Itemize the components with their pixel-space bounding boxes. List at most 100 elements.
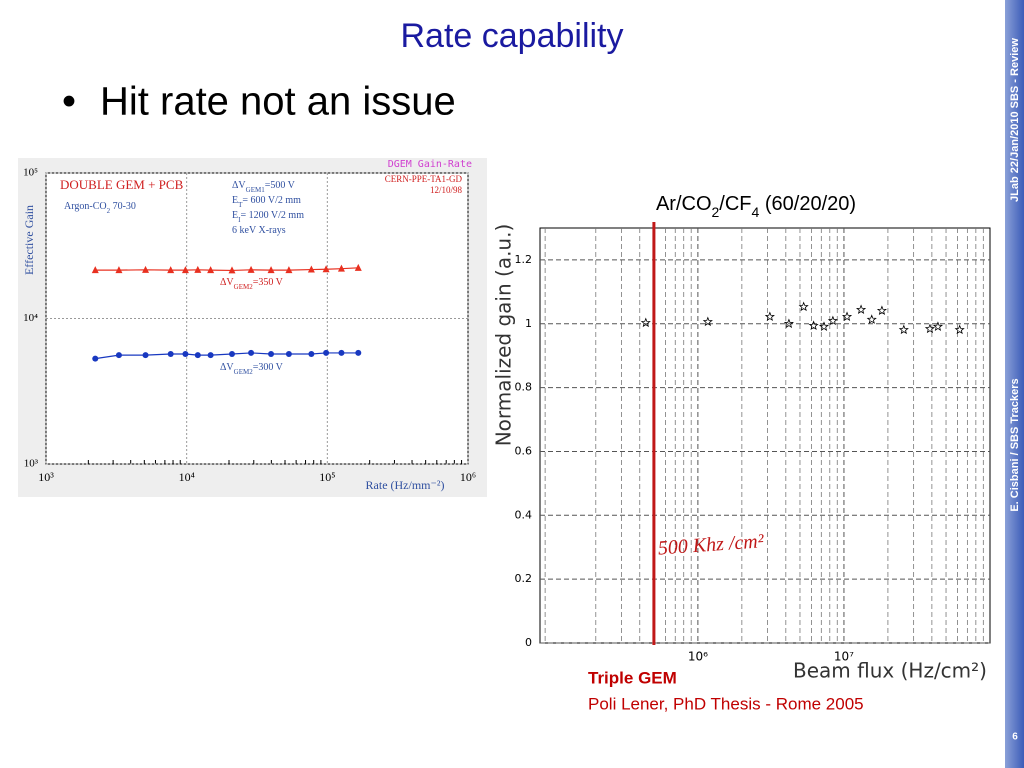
point <box>248 349 255 356</box>
point <box>876 305 887 315</box>
point <box>308 351 315 358</box>
text-part: ΔV <box>220 277 234 288</box>
annotation: Argon-CO2 70-30 <box>64 201 136 214</box>
page-number: 6 <box>1012 732 1018 743</box>
point <box>228 351 235 358</box>
point <box>268 351 275 358</box>
text-part: 4 <box>752 204 760 220</box>
point <box>355 349 362 356</box>
point <box>841 311 853 322</box>
point <box>827 315 838 326</box>
source-title: Triple GEM <box>588 668 677 687</box>
source: Poli Lener, PhD Thesis - Rome 2005 <box>588 694 864 713</box>
point <box>142 265 150 273</box>
x-axis-label: Beam flux (Hz/cm²) <box>793 659 987 683</box>
point <box>322 265 330 273</box>
point <box>932 321 943 331</box>
gas-label: Ar/CO2/CF4 (60/20/20) <box>656 193 856 219</box>
text-part: E <box>232 195 238 206</box>
text-part: =500 V <box>265 180 296 191</box>
point <box>181 266 189 274</box>
text-part: 2 <box>712 204 720 220</box>
text-part: Ar/CO <box>656 193 712 215</box>
y-tick-label: 1 <box>525 317 532 330</box>
point <box>354 263 362 271</box>
y-tick-label: 10⁵ <box>23 167 38 179</box>
slide-title: Rate capability <box>400 17 623 55</box>
y-tick-label: 1.2 <box>515 253 533 266</box>
point <box>182 351 189 358</box>
text-part: ΔV <box>220 362 234 373</box>
point <box>142 352 149 359</box>
point <box>808 320 819 330</box>
point <box>307 265 315 273</box>
annotation: ET= 600 V/2 mm <box>232 195 301 208</box>
text-part: 70-30 <box>110 201 136 212</box>
text-part: = 1200 V/2 mm <box>240 210 304 221</box>
x-tick-label: 10⁶ <box>460 470 476 484</box>
plot-area <box>539 227 991 644</box>
point <box>167 266 175 274</box>
text-part: CERN-PPE-TA1-GD <box>385 174 463 184</box>
text-part: 12/10/98 <box>430 185 463 195</box>
point <box>764 311 775 322</box>
point <box>640 317 651 328</box>
y-axis-label: Effective Gain <box>22 205 36 275</box>
point <box>323 349 330 356</box>
point <box>898 324 909 335</box>
point <box>91 266 99 274</box>
y-tick-label: 0.8 <box>515 381 533 394</box>
annotation: ΔVGEM2=350 V <box>220 277 284 290</box>
y-tick-label: 0.6 <box>515 444 533 457</box>
text-part: ΔV <box>232 180 246 191</box>
x-axis-label: Rate (Hz/mm⁻²) <box>366 478 445 492</box>
text-part: GEM1 <box>246 186 266 194</box>
point <box>92 355 99 362</box>
text-part: I <box>238 216 241 224</box>
text-part: = 600 V/2 mm <box>242 195 301 206</box>
y-axis-label: Normalized gain (a.u.) <box>492 224 516 447</box>
point <box>194 352 201 359</box>
annotation: DOUBLE GEM + PCB <box>60 177 184 192</box>
bullet-dot: • <box>62 80 76 124</box>
x-tick-label: 10⁴ <box>179 470 195 484</box>
point <box>338 349 345 356</box>
point <box>924 323 935 334</box>
point <box>783 318 794 329</box>
point <box>207 266 215 274</box>
y-tick-label: 10⁴ <box>23 312 38 324</box>
text-part: /CF <box>719 193 751 215</box>
point <box>818 321 830 331</box>
annotation: 6 keV X-rays <box>232 225 286 236</box>
annotation: 12/10/98 <box>430 185 463 195</box>
point <box>285 266 293 274</box>
side-bar <box>1005 0 1024 768</box>
point <box>115 352 122 359</box>
x-tick-label: 10⁶ <box>688 650 708 664</box>
text-part: E <box>232 210 238 221</box>
text-part: =350 V <box>253 277 284 288</box>
point <box>247 265 255 273</box>
text-part: (60/20/20) <box>759 193 856 215</box>
point <box>228 266 236 274</box>
plot-area <box>45 172 469 465</box>
point <box>337 264 345 272</box>
point <box>285 351 292 358</box>
point <box>207 352 214 359</box>
side-text: E. Cisbani / SBS Trackers <box>1009 378 1021 511</box>
point <box>115 266 123 274</box>
bullet: Hit rate not an issue <box>100 80 456 124</box>
point <box>194 265 202 273</box>
text-part: DOUBLE GEM + PCB <box>60 177 184 192</box>
point <box>866 314 877 324</box>
text-part: GEM2 <box>234 368 254 376</box>
annotation: ΔVGEM1=500 V <box>232 180 296 193</box>
point <box>798 301 809 312</box>
x-tick-label: 10⁵ <box>319 470 335 484</box>
y-tick-label: 0 <box>525 636 532 649</box>
point <box>954 324 965 335</box>
point <box>702 316 713 327</box>
text-part: T <box>238 201 243 209</box>
text-part: GEM2 <box>234 283 254 291</box>
